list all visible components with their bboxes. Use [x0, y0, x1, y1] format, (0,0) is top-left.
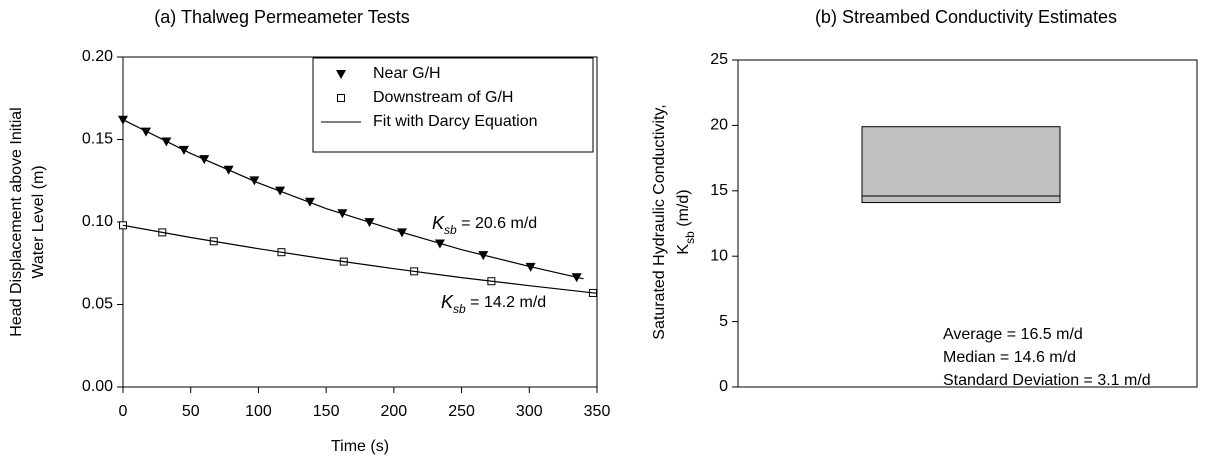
marker [336, 70, 346, 79]
text-part: (m/d) [675, 189, 692, 231]
legend-box [312, 57, 594, 153]
text-part: K [441, 292, 454, 312]
legend-label: Downstream of G/H [373, 89, 513, 106]
marker [337, 94, 345, 102]
x-tick-label: 50 [182, 403, 200, 420]
text-part: = 20.6 m/d [457, 215, 538, 232]
x-tick-label: 300 [516, 403, 543, 420]
annotation: Median = 14.6 m/d [943, 349, 1076, 366]
y-axis-label: Saturated Hydraulic Conductivity, [651, 104, 668, 339]
annotation: Ksb = 20.6 m/d [432, 213, 537, 237]
y-tick-label: 10 [710, 247, 728, 264]
annotation: Average = 16.5 m/d [943, 326, 1083, 343]
y-tick-label: 0 [719, 378, 728, 395]
chart-title: (a) Thalweg Permeameter Tests [154, 7, 409, 27]
text-part: = 14.2 m/d [466, 294, 547, 311]
legend-label: Fit with Darcy Equation [373, 113, 538, 130]
y-tick-label: 0.10 [82, 213, 113, 230]
box [861, 126, 1061, 204]
y-axis-label: Head Displacement above Initial [8, 107, 25, 336]
y-tick-label: 0.15 [82, 131, 113, 148]
marker [161, 137, 172, 147]
y-tick-label: 5 [719, 313, 728, 330]
text-part: sb [683, 231, 697, 244]
x-tick-label: 0 [119, 403, 128, 420]
plot-frame [737, 59, 1198, 388]
annotation: Ksb (m/d) [675, 189, 697, 254]
x-tick-label: 200 [381, 403, 408, 420]
y-tick-label: 15 [710, 182, 728, 199]
x-tick-label: 350 [584, 403, 611, 420]
text-part: K [432, 213, 445, 233]
y-tick-label: 0.05 [82, 296, 113, 313]
text-part: sb [453, 302, 466, 316]
y-tick-label: 25 [710, 51, 728, 68]
y-tick-label: 0.00 [82, 378, 113, 395]
legend-label: Near G/H [373, 65, 441, 82]
marker [396, 228, 407, 238]
annotation: Ksb = 14.2 m/d [441, 292, 546, 316]
marker [525, 262, 536, 272]
chart-title: (b) Streambed Conductivity Estimates [815, 7, 1117, 27]
y-tick-label: 20 [710, 117, 728, 134]
text-part: K [675, 244, 692, 255]
y-axis-label: Water Level (m) [30, 165, 47, 278]
fit-line [122, 119, 598, 294]
x-axis-label: Time (s) [331, 438, 389, 455]
x-tick-label: 150 [313, 403, 340, 420]
x-tick-label: 250 [448, 403, 475, 420]
x-tick-label: 100 [245, 403, 272, 420]
text-part: sb [444, 223, 457, 237]
marker [478, 251, 489, 261]
y-tick-label: 0.20 [82, 48, 113, 65]
annotation: Standard Deviation = 3.1 m/d [943, 372, 1151, 389]
